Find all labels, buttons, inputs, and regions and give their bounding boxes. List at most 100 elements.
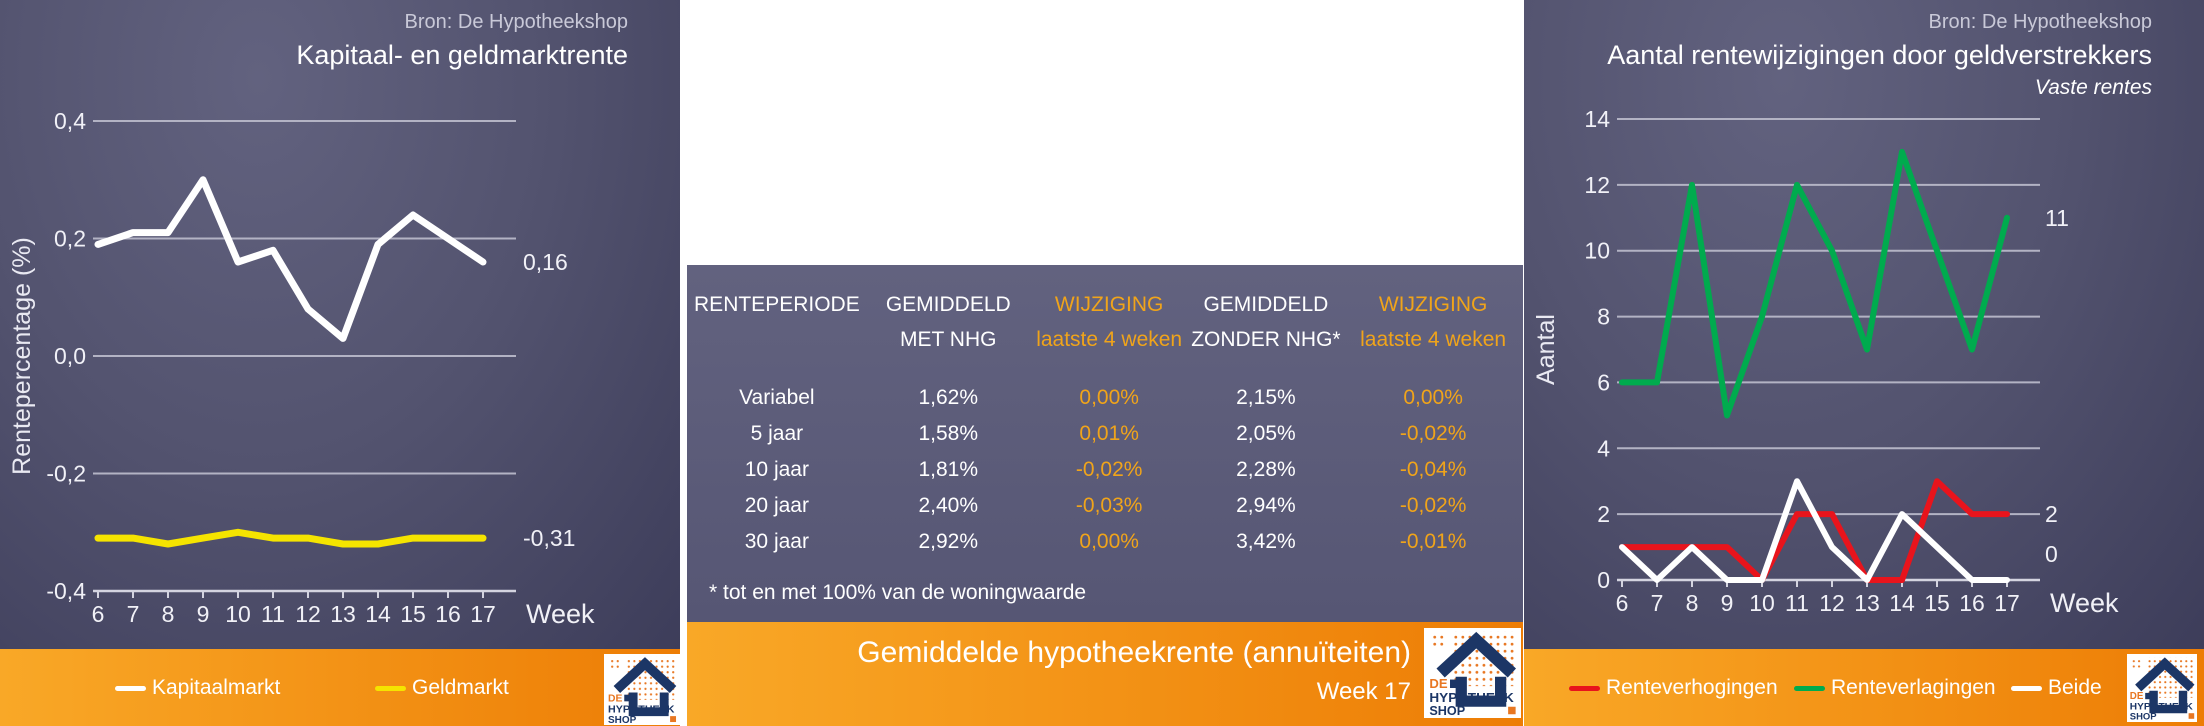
table-cell-met_nhg: 1,62% xyxy=(918,386,979,409)
legend-label: Kapitaalmarkt xyxy=(152,676,281,699)
y-tick-label: 0 xyxy=(1597,567,1610,593)
table-cell-wijziging_met: -0,03% xyxy=(1075,494,1143,517)
table-cell-wijziging_zonder: 0,00% xyxy=(1403,386,1463,409)
x-tick-label: 11 xyxy=(1785,590,1809,616)
table-title: Gemiddelde hypotheekrente (annuïteiten) xyxy=(857,636,1411,669)
x-tick-label: 16 xyxy=(435,601,461,627)
legend-item-renteverhogingen: Renteverhogingen xyxy=(1569,676,1778,700)
logo-text-shop: SHOP xyxy=(2130,712,2157,723)
y-tick-label: 14 xyxy=(1584,106,1610,132)
logo-text-shop: SHOP xyxy=(1429,704,1465,718)
kapitaal-geldmarkt-chart: 0,4 0,2 0,0 -0,2 -0,46 7 8 9 10 11 12 13 14 15 16 17 Wee… xyxy=(8,108,595,629)
table-cell-wijziging_zonder: -0,02% xyxy=(1399,494,1467,517)
x-tick-label: 15 xyxy=(1924,590,1950,616)
series-line-geldmarkt xyxy=(94,528,487,548)
legend-item-renteverlagingen: Renteverlagingen xyxy=(1794,676,1996,700)
y-tick-label: 4 xyxy=(1597,435,1610,461)
series-line-kapitaalmarkt xyxy=(94,176,487,342)
table-cell-wijziging_met: 0,00% xyxy=(1079,386,1139,409)
y-tick-label: -0,2 xyxy=(46,461,86,487)
x-tick-label: 13 xyxy=(1854,590,1880,616)
x-tick-label: 12 xyxy=(295,601,321,627)
table-header-cell: RENTEPERIODE xyxy=(694,293,860,316)
chart-title-rentewijzigingen: Aantal rentewijzigingen door geldverstre… xyxy=(1607,40,2152,70)
rentewijzigingen-chart-area: Bron: De Hypotheekshop Aantal rentewijzi… xyxy=(1524,0,2204,649)
y-axis-title: Aantal xyxy=(1532,314,1560,385)
series-line-renteverhogingen xyxy=(1619,478,2010,583)
x-tick-label: 14 xyxy=(365,601,391,627)
x-tick-label: 6 xyxy=(92,601,105,627)
logo-text-de: DE xyxy=(1429,676,1447,691)
hypotheekshop-logo: DE HYPOTHEEK SHOP xyxy=(604,654,680,725)
table-cell-period: 30 jaar xyxy=(744,530,809,553)
legend-label: Beide xyxy=(2048,676,2102,699)
x-tick-label: 8 xyxy=(1686,590,1699,616)
table-cell-met_nhg: 1,58% xyxy=(918,422,979,445)
legend-label: Renteverlagingen xyxy=(1831,676,1996,699)
table-row: 5 jaar 1,58% 0,01% 2,05% -0,02% xyxy=(687,416,1523,452)
x-tick-label: 16 xyxy=(1959,590,1985,616)
logo-text-de: DE xyxy=(2130,691,2144,702)
rate-table-box: RENTEPERIODE GEMIDDELD MET NHG WIJZIGING l… xyxy=(687,265,1523,622)
table-cell-wijziging_zonder: -0,02% xyxy=(1399,422,1467,445)
legend-item-geldmarkt: Geldmarkt xyxy=(375,676,509,700)
table-header-cell: WIJZIGING laatste 4 weken xyxy=(1036,293,1183,351)
x-tick-label: 17 xyxy=(470,601,496,627)
y-tick-label: 0,4 xyxy=(54,108,86,134)
hypotheekshop-logo: DE HYPOTHEEK SHOP xyxy=(1424,628,1521,718)
table-row: 30 jaar 2,92% 0,00% 3,42% -0,01% xyxy=(687,524,1523,560)
logo-text-hypotheek: HYPOTHEEK xyxy=(2130,702,2193,713)
table-cell-period: 10 jaar xyxy=(744,458,809,481)
x-tick-label: 7 xyxy=(1651,590,1664,616)
panel-kapitaal-geldmarktrente: Bron: De Hypotheekshop Kapitaal- en geld… xyxy=(0,0,680,726)
logo-text-shop: SHOP xyxy=(608,715,637,725)
table-cell-wijziging_zonder: -0,04% xyxy=(1399,458,1467,481)
y-tick-label: 0,2 xyxy=(54,226,86,252)
right-footer: Renteverhogingen Renteverlagingen Beide xyxy=(1524,649,2204,726)
y-tick-label: 8 xyxy=(1597,304,1610,330)
x-tick-label: 12 xyxy=(1819,590,1845,616)
rate-table-body: Variabel 1,62% 0,00% 2,15% 0,00% 5 jaar 1,58% 0… xyxy=(687,380,1523,560)
series-end-label: 0,16 xyxy=(523,249,568,275)
y-tick-label: -0,4 xyxy=(46,578,86,604)
y-tick-label: 10 xyxy=(1584,238,1610,264)
table-cell-met_nhg: 1,81% xyxy=(918,458,979,481)
x-tick-label: 6 xyxy=(1616,590,1629,616)
hypotheekshop-logo: DE HYPOTHEEK SHOP xyxy=(2127,654,2197,722)
kapitaalmarkt-swatch-icon xyxy=(115,685,146,691)
y-tick-label: 12 xyxy=(1584,172,1610,198)
series-end-label: 2 xyxy=(2045,501,2058,527)
series-end-label: 0 xyxy=(2045,541,2058,567)
table-cell-zonder_nhg: 2,94% xyxy=(1236,494,1296,517)
house-icon: DE HYPOTHEEK SHOP xyxy=(2127,654,2197,722)
x-axis-title: Week xyxy=(2050,588,2119,618)
x-tick-label: 11 xyxy=(261,601,285,627)
series-end-label: 11 xyxy=(2045,205,2069,231)
series-end-label: -0,31 xyxy=(523,525,575,551)
logo-text-hypotheek: HYPOTHEEK xyxy=(1429,691,1514,705)
left-footer: Kapitaalmarkt Geldmarkt xyxy=(0,649,680,726)
series-line-beide xyxy=(1619,478,2010,583)
source-label: Bron: De Hypotheekshop xyxy=(404,11,628,33)
series-line-renteverlagingen xyxy=(1619,148,2010,419)
panel-rentewijzigingen: Bron: De Hypotheekshop Aantal rentewijzi… xyxy=(1524,0,2204,726)
week-label: Week 17 xyxy=(1316,678,1411,705)
house-icon: DE HYPOTHEEK SHOP xyxy=(1425,628,1520,718)
table-header-cell: GEMIDDELD ZONDER NHG* xyxy=(1191,293,1341,351)
x-axis-title: Week xyxy=(526,599,595,629)
y-tick-label: 2 xyxy=(1597,501,1610,527)
table-cell-met_nhg: 2,92% xyxy=(918,530,979,553)
x-tick-label: 10 xyxy=(1749,590,1775,616)
legend-label: Renteverhogingen xyxy=(1606,676,1778,699)
geldmarkt-swatch-icon xyxy=(375,685,406,691)
y-tick-label: 6 xyxy=(1597,369,1610,395)
logo-text-hypotheek: HYPOTHEEK xyxy=(608,704,675,715)
table-cell-zonder_nhg: 3,42% xyxy=(1236,530,1296,553)
table-cell-wijziging_met: 0,01% xyxy=(1079,422,1139,445)
legend-item-kapitaalmarkt: Kapitaalmarkt xyxy=(115,676,280,700)
table-row: Variabel 1,62% 0,00% 2,15% 0,00% xyxy=(687,380,1523,416)
table-cell-wijziging_met: -0,02% xyxy=(1075,458,1143,481)
source-label: Bron: De Hypotheekshop xyxy=(1928,11,2152,33)
